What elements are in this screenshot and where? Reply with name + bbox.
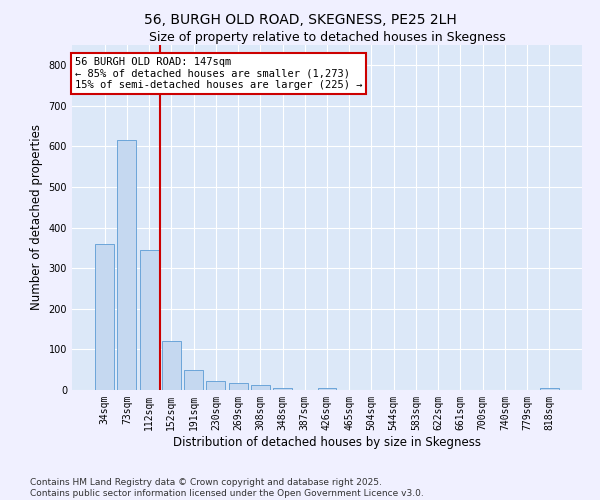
Bar xyxy=(251,384,270,390)
Bar xyxy=(184,370,203,390)
Bar xyxy=(118,140,136,390)
Bar xyxy=(317,388,337,390)
Y-axis label: Number of detached properties: Number of detached properties xyxy=(30,124,43,310)
Text: 56 BURGH OLD ROAD: 147sqm
← 85% of detached houses are smaller (1,273)
15% of se: 56 BURGH OLD ROAD: 147sqm ← 85% of detac… xyxy=(74,57,362,90)
Bar xyxy=(162,342,181,390)
Bar xyxy=(540,388,559,390)
Text: 56, BURGH OLD ROAD, SKEGNESS, PE25 2LH: 56, BURGH OLD ROAD, SKEGNESS, PE25 2LH xyxy=(143,12,457,26)
Text: Contains HM Land Registry data © Crown copyright and database right 2025.
Contai: Contains HM Land Registry data © Crown c… xyxy=(30,478,424,498)
X-axis label: Distribution of detached houses by size in Skegness: Distribution of detached houses by size … xyxy=(173,436,481,448)
Bar xyxy=(273,388,292,390)
Bar xyxy=(140,250,158,390)
Bar xyxy=(95,244,114,390)
Title: Size of property relative to detached houses in Skegness: Size of property relative to detached ho… xyxy=(149,31,505,44)
Bar xyxy=(206,381,225,390)
Bar xyxy=(229,382,248,390)
